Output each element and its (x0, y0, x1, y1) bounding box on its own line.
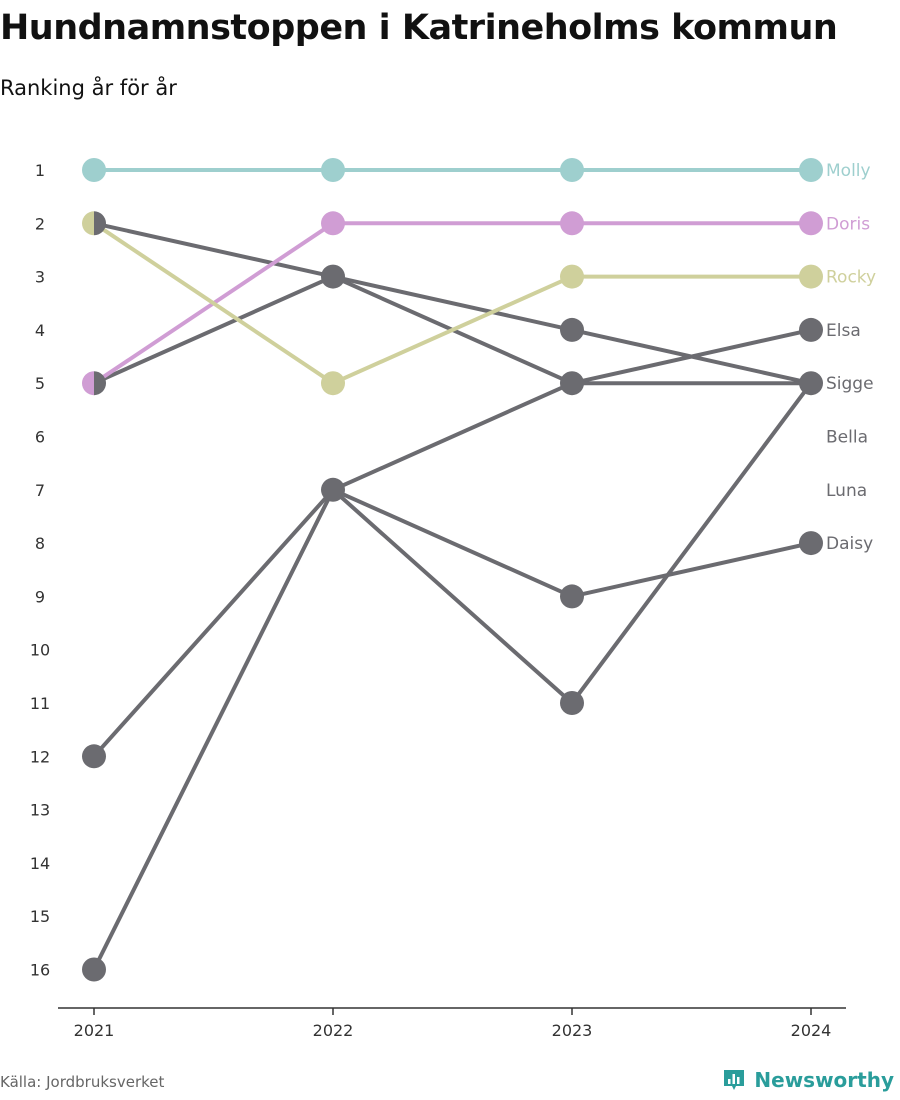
point-bella (82, 744, 106, 769)
y-tick-label: 6 (35, 428, 45, 447)
y-tick-label: 2 (35, 214, 45, 233)
end-label-doris: Doris (826, 214, 870, 234)
y-tick-label: 14 (30, 854, 50, 873)
point-sigge (94, 371, 107, 396)
y-tick-label: 7 (35, 481, 45, 500)
end-label-bella: Bella (826, 428, 868, 448)
point-bella (321, 477, 345, 502)
end-label-daisy: Daisy (826, 534, 873, 554)
point-elsa (321, 264, 345, 289)
end-label-luna: Luna (826, 481, 867, 501)
point-elsa (560, 371, 584, 396)
point-sigge (799, 371, 823, 396)
y-tick-label: 1 (35, 161, 45, 180)
series-line-sigge (92, 274, 813, 386)
point-sigge (560, 317, 584, 342)
y-tick-label: 9 (35, 587, 45, 606)
series-line-rocky (92, 221, 813, 386)
point-elsa (799, 317, 823, 342)
end-label-molly: Molly (826, 161, 871, 181)
x-tick-label: 2021 (74, 1021, 115, 1040)
point-doris (82, 371, 94, 396)
point-doris (799, 211, 823, 236)
source-note: Källa: Jordbruksverket (0, 1073, 165, 1091)
chart-subtitle: Ranking år för år (0, 76, 177, 100)
point-luna (560, 691, 584, 715)
y-tick-label: 8 (35, 534, 45, 553)
y-tick-label: 12 (30, 747, 50, 766)
point-rocky (560, 264, 584, 289)
x-tick-label: 2022 (313, 1021, 354, 1040)
end-label-elsa: Elsa (826, 321, 861, 341)
series-line-daisy (331, 487, 813, 599)
y-tick-label: 11 (30, 694, 50, 713)
point-molly (321, 158, 345, 182)
point-doris (321, 211, 345, 236)
chart-title: Hundnamnstoppen i Katrineholms kommun (0, 8, 838, 48)
x-tick-label: 2024 (791, 1021, 832, 1040)
bar-chart-logo-icon (724, 1070, 745, 1090)
point-doris (560, 211, 584, 236)
brand-logo[interactable]: Newsworthy (722, 1068, 894, 1092)
brand-name: Newsworthy (754, 1068, 894, 1092)
point-elsa (94, 211, 107, 236)
y-tick-label: 4 (35, 321, 45, 340)
point-luna (82, 957, 106, 982)
y-tick-label: 13 (30, 801, 50, 820)
end-label-sigge: Sigge (826, 374, 874, 394)
series-line-bella (92, 381, 813, 759)
point-molly (560, 158, 584, 182)
point-molly (82, 158, 106, 182)
x-tick-label: 2023 (552, 1021, 593, 1040)
y-tick-label: 16 (30, 961, 50, 980)
point-rocky (321, 371, 345, 396)
series-line-luna (92, 381, 813, 972)
point-rocky (82, 211, 94, 236)
y-tick-label: 5 (35, 374, 45, 393)
point-rocky (799, 264, 823, 289)
y-tick-label: 10 (30, 641, 50, 660)
point-daisy (560, 584, 584, 609)
point-daisy (799, 531, 823, 556)
y-tick-label: 3 (35, 268, 45, 287)
point-molly (799, 158, 823, 182)
y-tick-label: 15 (30, 907, 50, 926)
end-label-rocky: Rocky (826, 268, 876, 288)
